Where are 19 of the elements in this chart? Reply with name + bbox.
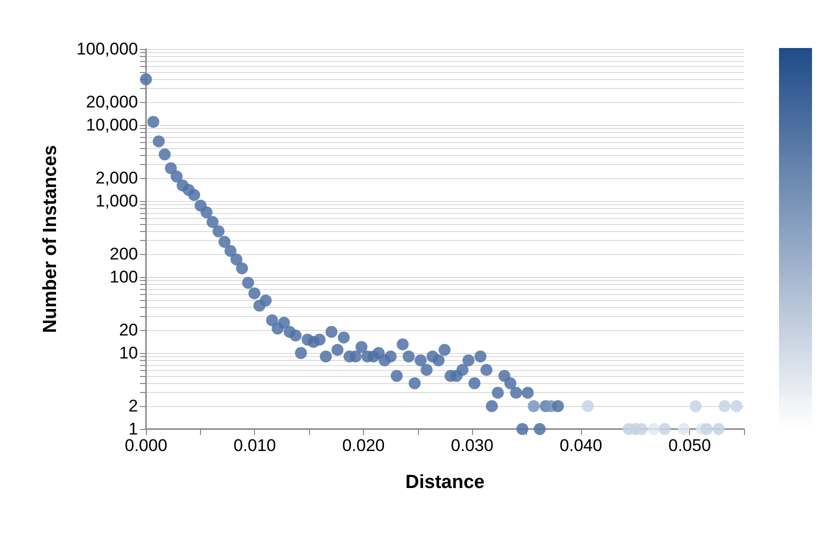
y-tick-label: 10,000 [86,116,138,134]
y-axis-title: Number of Instances [40,145,61,333]
y-tick-label: 100,000 [76,40,138,58]
x-tick-label: 0.030 [450,436,494,455]
y-tick-label: 2 [128,396,138,416]
y-tick-label: 10 [119,344,138,362]
y-tick-label: 20,000 [86,92,138,112]
y-tick-label: 1,000 [95,192,138,210]
x-axis-title: Distance [405,472,485,493]
x-tick-label: 0.000 [124,436,168,455]
y-tick-label: 1 [128,420,138,438]
x-tick-label: 0.050 [668,436,711,455]
x-tick-label: 0.040 [560,436,602,455]
y-tick-label: 20 [119,320,138,340]
y-tick-label: 200 [110,244,138,264]
y-tick-label: 100 [110,268,138,286]
x-tick-label: 0.010 [233,436,276,455]
y-tick-label: 2,000 [95,168,138,188]
x-tick-label: 0.020 [342,436,385,455]
